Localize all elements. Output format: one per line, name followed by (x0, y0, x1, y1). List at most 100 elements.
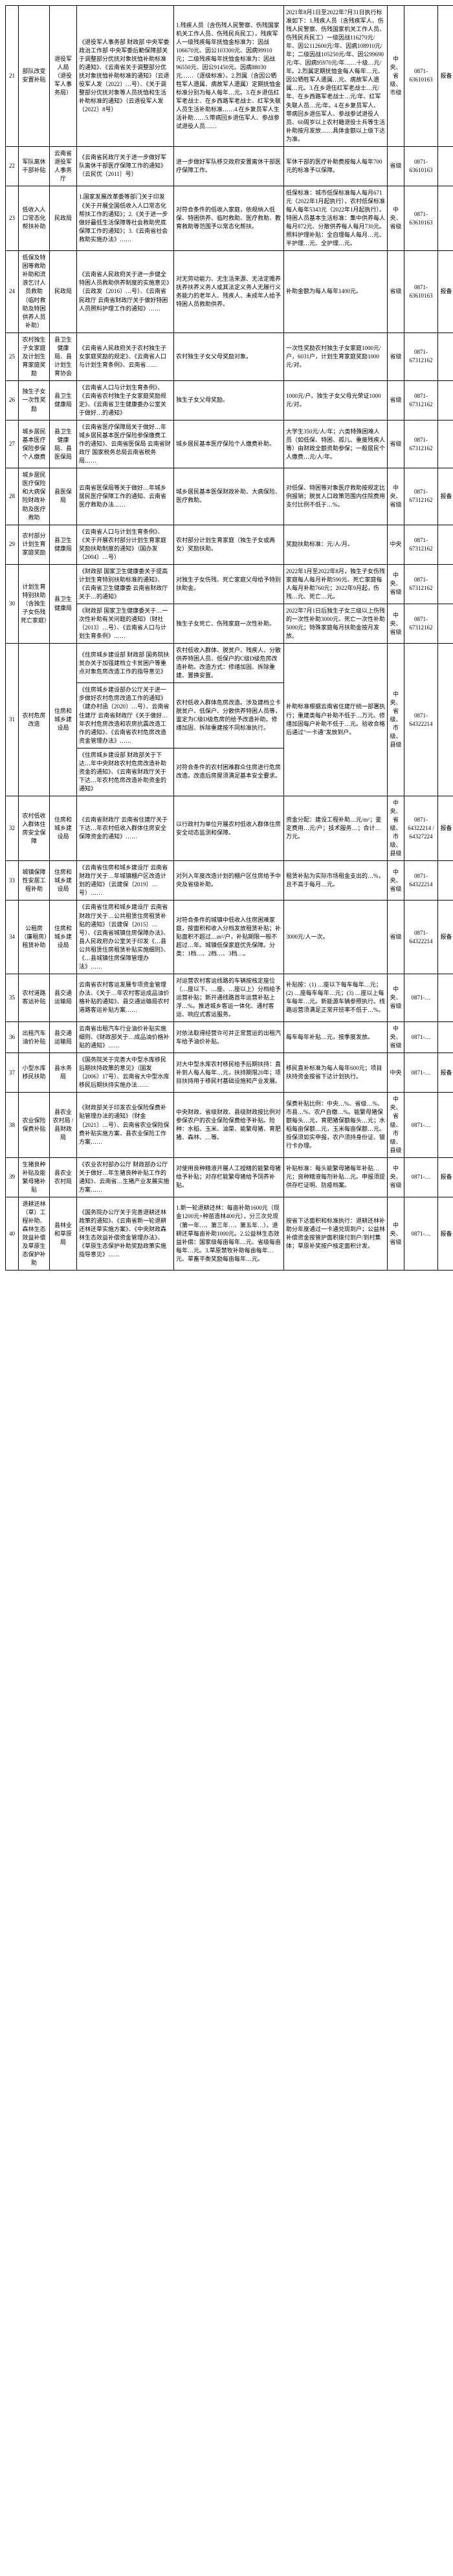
phone: 0871-64322214 (404, 861, 438, 901)
local-std: 补贴标准：每头能繁母猪每年补贴…元；良种精液每剂补贴…元。申报须提供存栏证明、防… (284, 1157, 388, 1197)
table-row: 22军队离休干部补贴云南省退役军人事务厅《云南省民政厅关于进一步做好军队离休干部… (6, 146, 453, 186)
row-number: 28 (6, 468, 19, 525)
fund-level: 中央、省级、市级、县级 (388, 1093, 404, 1157)
policy-basis: 云南省农村客运发展专项资金管理办法、《关于…年农村客运成品油价格补贴的通知》、县… (77, 974, 174, 1021)
local-std: 按省下达面积和标准执行：退耕还林补助分年度通过一卡通兑现到户；公益林补偿资金按管… (284, 1197, 388, 1270)
fund-level: 中央、省级 (388, 861, 404, 901)
phone: 0871-67312162 (404, 564, 438, 604)
standard: 对运营农村客运线路的车辆按核定座位（…座以下、…座、…座以上）分档给予运营补贴；… (174, 974, 284, 1021)
policy-basis: 《云南省人民政府关于进一步健全特困人员救助供养制度的实施意见》（云政发〔2016… (77, 251, 174, 333)
local-std: 补助金额为每人每年1400元。 (284, 251, 388, 333)
standard: 对符合条件的城镇中低收入住房困难家庭，按面积和收入分档发放租赁补贴；补贴面积不超… (174, 901, 284, 974)
row-number: 22 (6, 146, 19, 186)
phone: 0871-67312162 (404, 604, 438, 644)
fund-level: 中央、省级 (388, 974, 404, 1021)
rule: 报备 (438, 468, 453, 525)
rule (438, 146, 453, 186)
row-number: 24 (6, 251, 19, 333)
item-name: 低收入人口常态化帮扶补助 (19, 186, 50, 250)
phone: 0871-67312162 (404, 525, 438, 564)
fund-level: 中央、省级 (388, 564, 404, 604)
row-number: 25 (6, 333, 19, 380)
standard: 1.残疾人员（含伤残人民警察、伤残国家机关工作人员、伤残民兵民工），残疾军人一级… (174, 6, 284, 147)
local-std: 2022年1月至2022年8月，独生子女伤残家庭每人每月补助590元、死亡家庭每… (284, 564, 388, 604)
local-std: 补助标准根据云南省住建厅统一部署执行；重建类每户补助不低于…万元、修缮加固每户补… (284, 644, 388, 796)
rule (438, 186, 453, 250)
dept: 住房和城乡建设局 (50, 901, 77, 974)
fund-level: 中央、省级 (388, 1197, 404, 1270)
policy-basis: 《云南省人民政府关于农村独生子女家庭奖励的规定》、《云南省人口与计划生育条例》、… (77, 333, 174, 380)
standard: 农村独生子女父母奖励对象。 (174, 333, 284, 380)
policy-basis: 《退役军人事务部 财政部 中央军委政治工作部 中央军委后勤保障部关于调整部分优抚… (77, 6, 174, 147)
fund-level: 省级 (388, 146, 404, 186)
dept: 县林业和草原局 (50, 1197, 77, 1270)
phone: 0871-67312162 (404, 333, 438, 380)
local-std: 补贴按：(1) …座以下每车每年…元；(2) …座每车每年…元；(3) …座以上… (284, 974, 388, 1021)
rule (438, 974, 453, 1021)
table-row: 21部队改变安置补贴退役军人局（退役军人事务局）《退役军人事务部 财政部 中央军… (6, 6, 453, 147)
dept: 县卫生健康局 (50, 525, 77, 564)
rule (438, 644, 453, 796)
local-std: 资金分配：建设工程补助…元/m²；鉴定费用…元/户；技术服务…；合计…万元。 (284, 796, 388, 860)
standard: 以行政村为单位开展农村低收入群体住房安全动态监测和保障。 (174, 796, 284, 860)
rule (438, 1093, 453, 1157)
standard: 独生子女父母奖励。 (174, 380, 284, 420)
local-std: 对低保、特困等对象医疗救助按规定比例报销；脱贫人口政策范围内住院费用支付比例不低… (284, 468, 388, 525)
local-std: 一次性奖励农村独生子女家庭1000元/户，6031户，计划生育家庭奖励1000元… (284, 333, 388, 380)
fund-level: 省级 (388, 420, 404, 468)
item-name: 计划生育特别扶助（含独生子女伤残死亡家庭） (19, 564, 50, 643)
phone: 0871-67312162 (404, 380, 438, 420)
rule (438, 604, 453, 644)
phone: 0871-… (404, 974, 438, 1021)
dept: 住房和城乡建设局 (50, 861, 77, 901)
table-row: 34公租房（廉租房）租赁补助住房和城乡建设局《云南省住房和城乡建设厅 云南省财政… (6, 901, 453, 974)
row-number: 37 (6, 1053, 19, 1093)
dept: 县交通运输局 (50, 1022, 77, 1053)
table-row: 30计划生育特别扶助（含独生子女伤残死亡家庭）县卫生健康局《财政部 国家卫生健康… (6, 564, 453, 604)
phone: 0871-… (404, 1157, 438, 1197)
phone: 0871-64322214 / 64327224 (404, 796, 438, 860)
phone: 0871-… (404, 1053, 438, 1093)
table-row: 32农村低收入群体住房安全保障住房和城乡建设局《云南省财政厅 云南省住建厅关于下… (6, 796, 453, 860)
fund-level: 中央、省级、市级、县级 (388, 796, 404, 860)
policy-basis: 《国务院办公厅关于完善退耕还林政策的通知》、《云南省新一轮退耕还林还草实施方案》… (77, 1197, 174, 1270)
fund-level: 省级 (388, 380, 404, 420)
fund-level: 中央 (388, 525, 404, 564)
local-std: 低保标准：城市低保标准每人每月671元（2022年1月起执行），农村低保标准每人… (284, 186, 388, 250)
local-std: 保费补贴比例：中央…%、省级…%、市县…%、农户自缴…%。能繁母猪保额每头…元，… (284, 1093, 388, 1157)
policy-basis: 《云南省财政厅 云南省住建厅关于下达…年农村低收入群体住房安全保障资金的通知》…… (77, 796, 174, 860)
policy-basis: 《住房城乡建设部 财政部 国务院扶贫办关于加强建档立卡贫困户等重点对象危房改造工… (77, 644, 174, 683)
item-name: 部队改变安置补贴 (19, 6, 50, 147)
item-name: 城乡居民医疗保险和大病保险财政补助及医疗救助 (19, 468, 50, 525)
phone: 0871-63610163 (404, 6, 438, 147)
phone: 0871-67312162 (404, 468, 438, 525)
policy-basis: 《云南省医疗保障局关于做好…年城乡居民基本医疗保险参保缴费工作的通知》、云南省医… (77, 420, 174, 468)
row-number: 33 (6, 861, 19, 901)
item-name: 农村危房改造 (19, 644, 50, 796)
standard: 对使用良种精液开展人工授精的能繁母猪给予补贴；对存栏能繁母猪给予饲养补贴。 (174, 1157, 284, 1197)
table-row: 35农村道路客运补贴县交通运输局云南省农村客运发展专项资金管理办法、《关于…年农… (6, 974, 453, 1021)
standard: 城乡居民基本医保财政补助、大病保险、医疗救助。 (174, 468, 284, 525)
local-std: 移民直补标准为每人每年600元；项目扶持资金按省下达计划执行。 (284, 1053, 388, 1093)
local-std: 2021年8月1日至2022年7月31日执行标准如下：1.残疾人员（含残疾军人、… (284, 6, 388, 147)
fund-level: 中央、省级 (388, 186, 404, 250)
table-row: 28城乡居民医疗保险和大病保险财政补助及医疗救助县医保局云南省医保局等关于做好…… (6, 468, 453, 525)
table-row: 29农村部分计划生育家庭奖励县卫生健康局《云南省人口与计划生育条例》、《关于开展… (6, 525, 453, 564)
rule: 报备 (438, 6, 453, 147)
local-std: 3000元/人一次。 (284, 901, 388, 974)
fund-level: 省级 (388, 251, 404, 333)
dept: 县农业农村局 / 县财政局 (50, 1093, 77, 1157)
dept: 民政局 (50, 251, 77, 333)
dept: 县医保局 (50, 468, 77, 525)
policy-table: 21部队改变安置补贴退役军人局（退役军人事务局）《退役军人事务部 财政部 中央军… (5, 5, 453, 1271)
phone: 0871-63610163 (404, 146, 438, 186)
dept: 县卫生健康局 (50, 564, 77, 643)
dept: 县卫生健康局 (50, 380, 77, 420)
standard: 农村低收入群体、脱贫户、残疾人、分散供养特困人员、低保户的C级D级危房改造补助。… (174, 644, 284, 683)
table-row: 40退耕还林（草）工程补助、森林生态效益补偿及草原生态保护补助县林业和草原局《国… (6, 1197, 453, 1270)
row-number: 29 (6, 525, 19, 564)
rule: 报备 (438, 796, 453, 860)
standard: 对符合条件的低收入家庭，依规纳入低保、特困供养、临时救助、医疗救助、教育救助等范… (174, 186, 284, 250)
policy-basis: 《云南省人口与计划生育条例》、《云南省农村独生子女家庭奖励规定》、《云南省卫生健… (77, 380, 174, 420)
standard: 独生子女死亡、伤残家庭一次性补助。 (174, 604, 284, 644)
